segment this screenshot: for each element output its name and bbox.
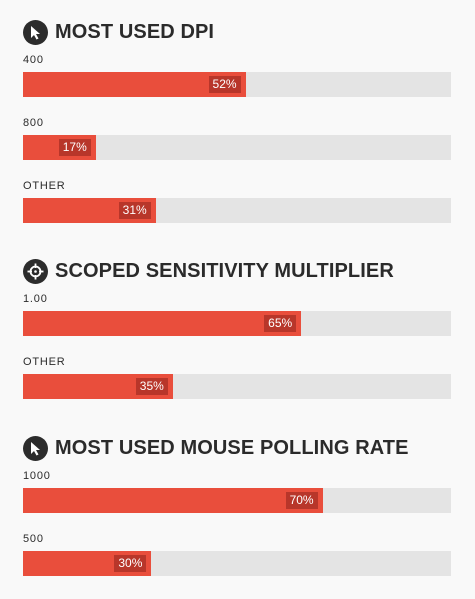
bar-row-1-00: 1.00 65% <box>23 292 451 336</box>
cursor-icon <box>23 435 48 461</box>
bar-fill: 70% <box>23 488 323 513</box>
percent-badge: 65% <box>264 315 297 332</box>
bar-fill: 17% <box>23 135 96 160</box>
bar-track: 52% <box>23 72 451 97</box>
section-header: MOST USED DPI <box>23 18 451 46</box>
section-title: SCOPED SENSITIVITY MULTIPLIER <box>55 259 394 282</box>
bar-track: 17% <box>23 135 451 160</box>
bar-track: 31% <box>23 198 451 223</box>
bar-label: 500 <box>23 533 44 545</box>
bar-label: OTHER <box>23 356 66 368</box>
bar-fill: 52% <box>23 72 246 97</box>
section-header: MOST USED MOUSE POLLING RATE <box>23 434 451 462</box>
section-scoped-sensitivity: SCOPED SENSITIVITY MULTIPLIER 1.00 65% O… <box>23 257 451 399</box>
section-most-used-dpi: MOST USED DPI 400 52% 800 17% OTHER 31% <box>23 18 451 223</box>
percent-badge: 35% <box>135 378 168 395</box>
bar-fill: 35% <box>23 374 173 399</box>
section-title: MOST USED DPI <box>55 20 215 43</box>
bar-track: 70% <box>23 488 451 513</box>
percent-badge: 31% <box>118 202 151 219</box>
percent-badge: 52% <box>208 76 241 93</box>
bar-label: 800 <box>23 117 44 129</box>
section-header: SCOPED SENSITIVITY MULTIPLIER <box>23 257 451 285</box>
section-title: MOST USED MOUSE POLLING RATE <box>55 436 409 459</box>
bar-label: OTHER <box>23 180 66 192</box>
cursor-icon <box>23 19 48 45</box>
bar-row-500: 500 30% <box>23 532 451 576</box>
bar-row-800: 800 17% <box>23 116 451 160</box>
bar-fill: 30% <box>23 551 152 576</box>
bar-row-400: 400 52% <box>23 53 451 97</box>
bar-track: 30% <box>23 551 451 576</box>
crosshair-icon <box>23 258 48 284</box>
percent-badge: 70% <box>285 492 318 509</box>
bar-label: 1.00 <box>23 293 48 305</box>
percent-badge: 30% <box>114 555 147 572</box>
bar-fill: 31% <box>23 198 156 223</box>
bar-row-1000: 1000 70% <box>23 469 451 513</box>
bar-label: 400 <box>23 54 44 66</box>
bar-fill: 65% <box>23 311 302 336</box>
bar-label: 1000 <box>23 470 51 482</box>
bar-row-other: OTHER 35% <box>23 355 451 399</box>
bar-row-other: OTHER 31% <box>23 179 451 223</box>
bar-track: 35% <box>23 374 451 399</box>
percent-badge: 17% <box>58 139 91 156</box>
section-polling-rate: MOST USED MOUSE POLLING RATE 1000 70% 50… <box>23 434 451 576</box>
bar-track: 65% <box>23 311 451 336</box>
